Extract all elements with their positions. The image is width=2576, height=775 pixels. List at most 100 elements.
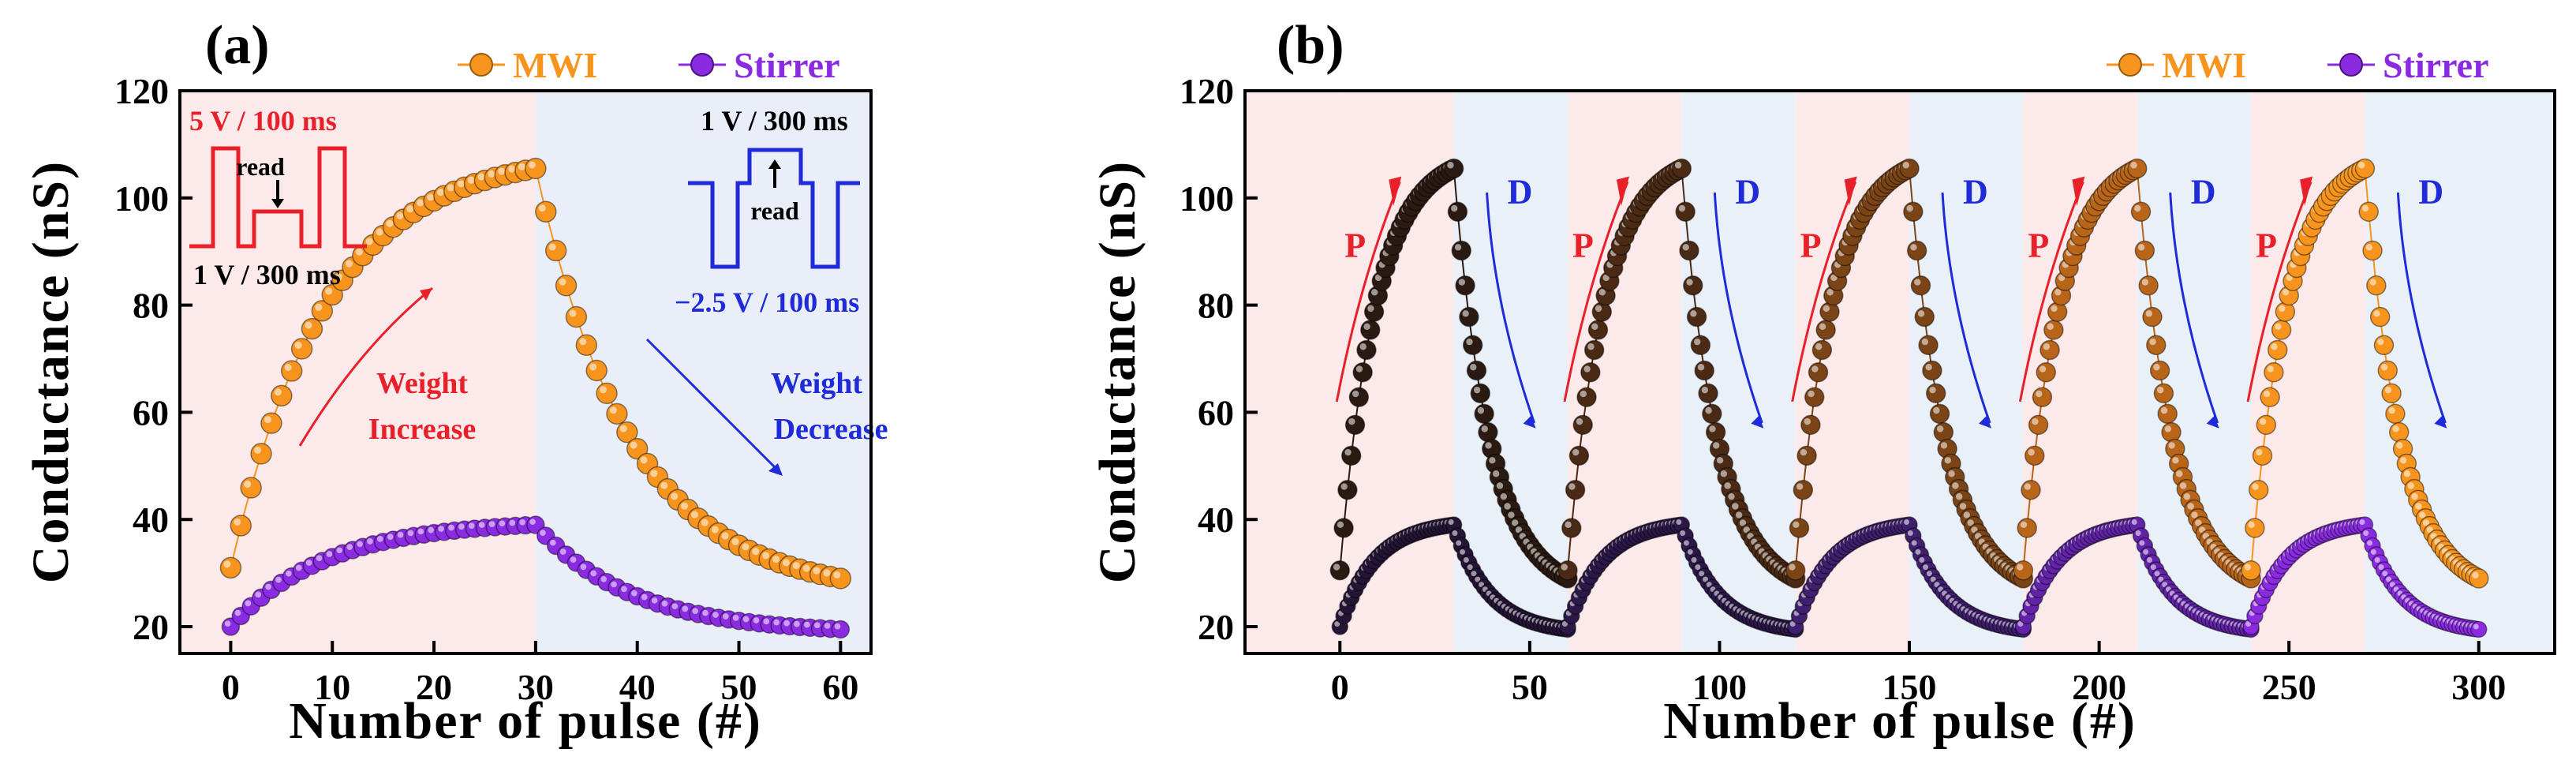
stirrer-point-highlight [2017, 621, 2024, 627]
mwi-point-highlight [1470, 364, 1477, 371]
mwi-point-highlight [1602, 274, 1610, 282]
mwi-point-highlight [2377, 338, 2384, 346]
mwi-point-highlight [1587, 343, 1595, 350]
mwi-point [260, 412, 282, 434]
mwi-point [1690, 335, 1711, 356]
mwi-point [2354, 158, 2376, 179]
panel-a-ticks: 0 10 20 30 40 50 60 20 40 60 80 100 120 [114, 71, 858, 707]
stirrer-point-highlight [794, 620, 800, 627]
mwi-point-highlight [2422, 519, 2430, 526]
mwi-point-highlight [802, 564, 810, 572]
mwi-point-highlight [1830, 274, 1838, 282]
x-tick-label: 250 [2262, 667, 2316, 707]
mwi-point-highlight [548, 243, 556, 251]
mwi-point-highlight [2263, 390, 2271, 398]
mwi-point [1572, 414, 1593, 436]
y-tick-label: 20 [1198, 607, 1234, 647]
stirrer-point-highlight [346, 544, 353, 550]
mwi-point-highlight [355, 248, 363, 256]
mwi-point-highlight [406, 205, 414, 213]
mwi-point-highlight [1690, 310, 1697, 317]
stirrer-point-highlight [2382, 571, 2388, 577]
weight-decrease-label-2: Decrease [774, 413, 888, 446]
mwi-point [1360, 320, 1381, 340]
mwi-point-highlight [1823, 305, 1830, 313]
mwi-point [1679, 240, 1699, 261]
mwi-point [1443, 158, 1464, 179]
stirrer-point-highlight [2378, 564, 2384, 571]
mwi-point-highlight [223, 560, 231, 568]
mwi-point-highlight [1728, 492, 1735, 500]
mwi-point [2013, 560, 2034, 581]
mwi-point-highlight [2373, 310, 2380, 317]
panel-a-series [219, 157, 852, 639]
panel-a-xlabel: Number of pulse (#) [289, 692, 762, 750]
mwi-point [2362, 240, 2383, 261]
stirrer-point-highlight [519, 519, 526, 526]
stirrer-point-highlight [295, 564, 302, 571]
mwi-point [1811, 339, 1833, 361]
mwi-point-highlight [436, 189, 444, 197]
depression-arrow-head [1751, 415, 1764, 429]
stirrer-point-highlight [1683, 540, 1689, 546]
legend-b-mwi-label: MWI [2162, 45, 2246, 85]
mwi-point [1910, 275, 1931, 296]
mwi-point-highlight [1454, 244, 1462, 251]
potentiation-label: P [1572, 227, 1594, 265]
mwi-point [1348, 387, 1370, 408]
mwi-point [1686, 306, 1707, 328]
mwi-point-highlight [2137, 244, 2145, 251]
stirrer-point-highlight [336, 547, 343, 554]
mwi-point-highlight [477, 173, 485, 181]
y-tick-label: 120 [1180, 71, 1234, 111]
legend-stirrer-marker [690, 53, 714, 77]
depression-arrow [2169, 192, 2219, 424]
mwi-point [1789, 518, 1810, 538]
stirrer-point-highlight [488, 521, 495, 527]
stirrer-point-highlight [1691, 556, 1697, 563]
stirrer-point-highlight [387, 534, 394, 540]
y-tick-label: 20 [133, 607, 169, 647]
x-tick-label: 60 [822, 667, 858, 707]
mwi-point-highlight [1371, 289, 1378, 296]
stirrer-point-highlight [509, 519, 516, 526]
mwi-point-highlight [813, 567, 821, 575]
stirrer-point-highlight [2359, 519, 2365, 526]
mwi-point-highlight [2198, 526, 2206, 534]
mwi-point-highlight [376, 228, 383, 236]
x-tick-label: 50 [1512, 667, 1548, 707]
mwi-point-highlight [2020, 521, 2028, 529]
weight-increase-label-2: Increase [368, 413, 477, 446]
mwi-point-highlight [2160, 406, 2168, 414]
mwi-point [2268, 339, 2288, 361]
mwi-point [1918, 335, 1939, 356]
mwi-point [2043, 320, 2064, 340]
mwi-point-highlight [2016, 563, 2024, 571]
mwi-point-highlight [1485, 442, 1492, 449]
mwi-point-highlight [1682, 244, 1689, 251]
stirrer-point-highlight [286, 570, 292, 577]
stirrer-point-highlight [1695, 564, 1701, 571]
stirrer-point-highlight [813, 622, 821, 629]
mwi-point [2377, 360, 2398, 381]
mwi-point-highlight [1808, 390, 1815, 398]
stirrer-point-highlight [326, 551, 333, 557]
stirrer-point-highlight [804, 621, 810, 628]
mwi-point-highlight [1355, 365, 1363, 373]
mwi-point-highlight [2388, 406, 2395, 414]
mwi-point-highlight [1716, 457, 1724, 464]
mwi-point [2252, 445, 2273, 466]
mwi-point-highlight [2252, 483, 2259, 490]
mwi-point-highlight [1576, 417, 1583, 425]
mwi-point-highlight [2396, 442, 2403, 449]
depression-arrow [1486, 192, 1536, 424]
mwi-point-highlight [1458, 279, 1466, 286]
mwi-point [1565, 479, 1586, 500]
stirrer-point-highlight [2154, 571, 2160, 577]
y-tick-label: 60 [1198, 392, 1234, 432]
mwi-point-highlight [1735, 511, 1743, 519]
stirrer-point-highlight [2139, 540, 2145, 546]
mwi-point [1478, 421, 1498, 443]
mwi-point [2369, 306, 2391, 328]
mwi-point-highlight [365, 238, 373, 245]
